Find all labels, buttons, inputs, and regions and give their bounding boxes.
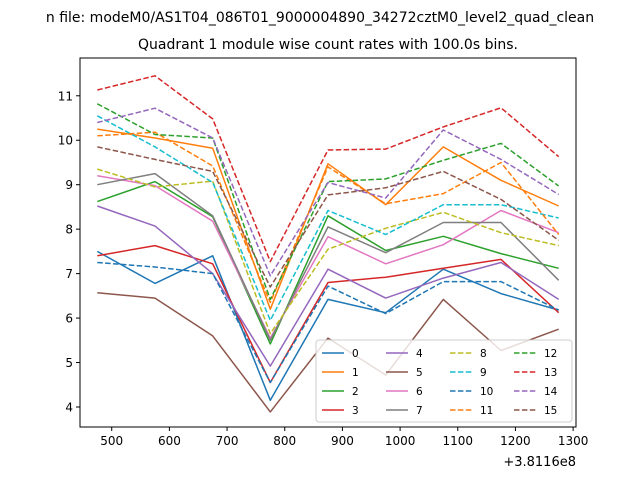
chart-suptitle: n file: modeM0/AS1T04_086T01_9000004890_… (46, 10, 594, 26)
series-line-15 (97, 146, 560, 288)
y-tick-label: 7 (65, 267, 73, 281)
legend-label-9: 9 (480, 367, 487, 379)
legend-label-15: 15 (544, 405, 557, 417)
series-line-1 (97, 128, 560, 310)
series-line-4 (97, 205, 560, 367)
series-line-0 (96, 250, 559, 402)
y-tick-label: 8 (65, 223, 73, 237)
x-offset-label: +3.8116e8 (503, 455, 576, 470)
legend-label-13: 13 (544, 367, 557, 379)
legend-label-5: 5 (416, 367, 423, 379)
chart-title: Quadrant 1 module wise count rates with … (138, 37, 518, 53)
axes-frame (79, 57, 577, 428)
y-tick-label: 5 (65, 356, 73, 370)
legend-label-10: 10 (480, 386, 493, 398)
series-line-10 (97, 261, 560, 384)
y-tick-label: 11 (58, 89, 73, 103)
y-tick-label: 6 (65, 312, 73, 326)
series-line-5 (97, 291, 559, 413)
x-tick-label: 800 (273, 434, 296, 448)
series-line-8 (97, 168, 559, 335)
x-tick-label: 900 (331, 434, 354, 448)
legend-label-6: 6 (416, 386, 423, 398)
x-tick-label: 1200 (500, 434, 531, 448)
x-tick-label: 500 (100, 434, 123, 448)
legend-label-1: 1 (352, 367, 359, 379)
x-tick-label: 1100 (442, 434, 473, 448)
legend-label-4: 4 (416, 348, 423, 360)
x-tick-label: 1000 (385, 434, 416, 448)
x-tick-label: 600 (158, 434, 181, 448)
legend-label-0: 0 (352, 348, 359, 360)
legend-box (315, 339, 573, 423)
series-line-7 (97, 172, 560, 342)
legend-label-3: 3 (352, 405, 359, 417)
series-line-9 (96, 115, 559, 322)
x-tick-label: 1300 (558, 434, 589, 448)
legend-label-14: 14 (544, 386, 558, 398)
legend-label-7: 7 (416, 405, 423, 417)
legend-label-2: 2 (352, 386, 359, 398)
legend-label-12: 12 (544, 348, 557, 360)
x-tick-label: 700 (216, 434, 239, 448)
series-line-6 (97, 175, 559, 339)
plot-area: 500 600 700 800 900 1000 1100 1200 1300456789101… (58, 57, 589, 448)
series-line-13 (97, 75, 560, 263)
legend-label-11: 11 (480, 405, 493, 417)
y-tick-label: 4 (65, 400, 73, 414)
series-line-2 (97, 180, 559, 345)
series-line-14 (97, 107, 560, 277)
y-tick-label: 9 (65, 178, 73, 192)
series-line-11 (97, 131, 560, 304)
legend-label-8: 8 (480, 348, 487, 360)
series-line-3 (97, 244, 560, 384)
y-tick-label: 10 (58, 134, 73, 148)
